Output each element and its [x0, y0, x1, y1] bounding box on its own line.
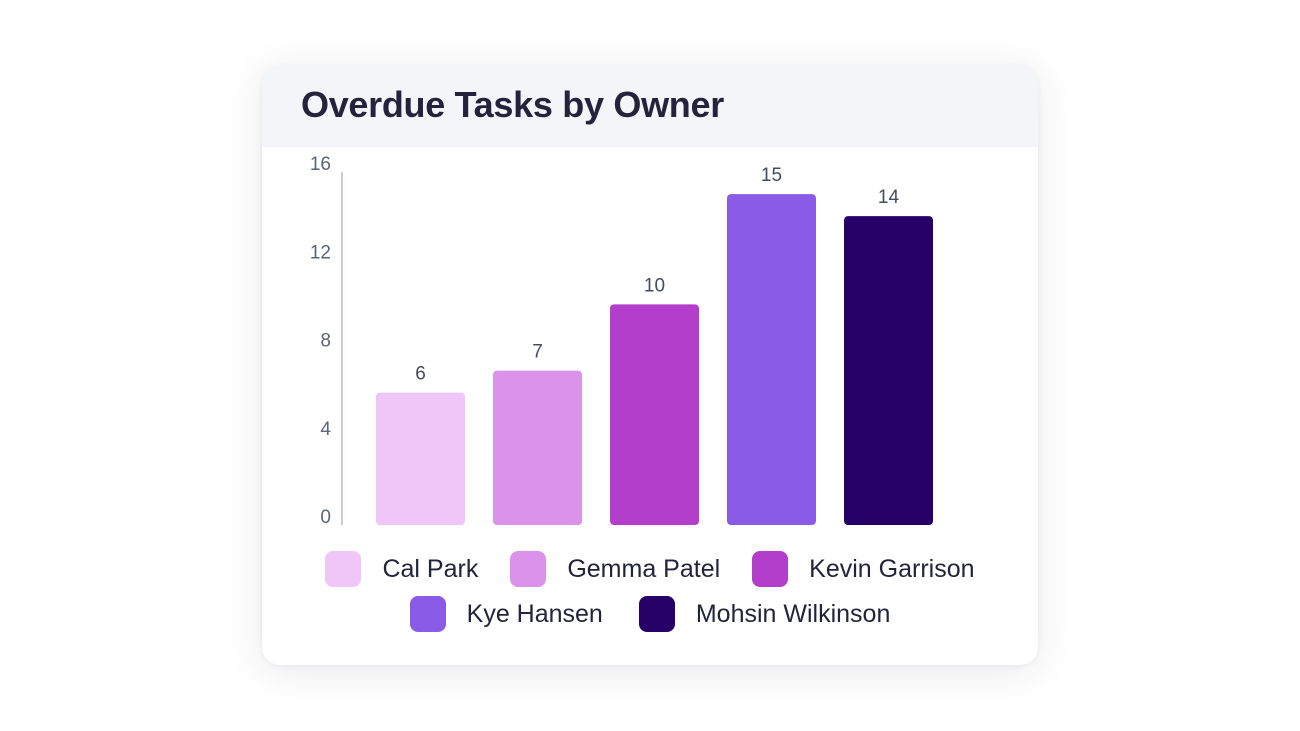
legend-item: Kye Hansen — [409, 596, 603, 632]
legend-row: Cal Park Gemma Patel Kevin Garrison — [262, 551, 1038, 587]
y-tick-label: 16 — [310, 154, 331, 175]
legend-item: Cal Park — [325, 551, 478, 587]
bar-value-label: 6 — [415, 364, 426, 385]
legend-swatch — [510, 551, 547, 587]
legend-swatch — [752, 551, 789, 587]
bar-kevin-garrison — [610, 304, 699, 525]
legend-item: Kevin Garrison — [752, 551, 975, 587]
legend-swatch — [325, 551, 362, 587]
legend-swatch — [638, 596, 675, 632]
legend-label: Gemma Patel — [567, 554, 721, 583]
legend-label: Kye Hansen — [466, 599, 603, 628]
bar-chart: 0 4 8 12 16 6 7 10 15 14 — [310, 154, 933, 528]
bar-cal-park — [376, 392, 465, 525]
y-tick-label: 12 — [310, 242, 331, 263]
legend-row: Kye Hansen Mohsin Wilkinson — [262, 596, 1038, 632]
bar-value-label: 15 — [761, 165, 782, 186]
legend-swatch — [409, 596, 446, 632]
bar-value-label: 7 — [532, 342, 543, 363]
card-header: Overdue Tasks by Owner — [262, 65, 1038, 147]
bar-gemma-patel — [493, 370, 582, 525]
y-tick-label: 8 — [320, 331, 331, 352]
chart-card: Overdue Tasks by Owner 0 4 8 12 16 6 7 10 15 14 C… — [262, 65, 1038, 665]
legend-label: Kevin Garrison — [809, 554, 975, 583]
bar-kye-hansen — [727, 194, 816, 525]
chart-title: Overdue Tasks by Owner — [301, 84, 724, 125]
legend-item: Mohsin Wilkinson — [638, 596, 891, 632]
legend-label: Mohsin Wilkinson — [695, 599, 891, 628]
legend-item: Gemma Patel — [510, 551, 720, 587]
legend-label: Cal Park — [382, 554, 479, 583]
bar-value-label: 14 — [878, 187, 900, 208]
bar-value-label: 10 — [644, 275, 665, 296]
y-tick-label: 4 — [320, 419, 331, 440]
y-tick-label: 0 — [320, 507, 331, 528]
bar-mohsin-wilkinson — [844, 216, 933, 525]
